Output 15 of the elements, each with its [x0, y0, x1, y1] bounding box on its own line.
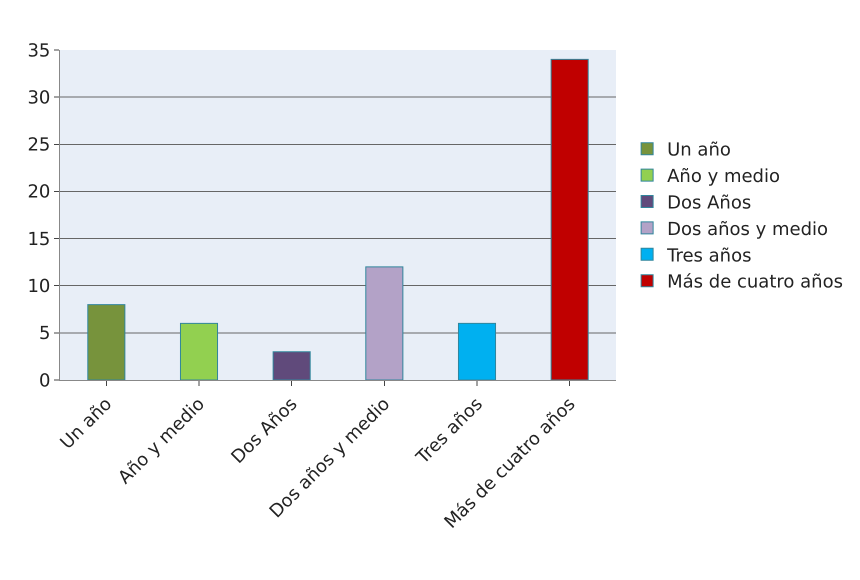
y-tick-label: 30: [27, 87, 50, 108]
y-tick-label: 10: [27, 276, 50, 298]
legend-label: Dos Años: [667, 192, 752, 214]
y-tick-label: 0: [38, 370, 50, 392]
y-tick-label: 20: [27, 182, 50, 203]
y-tick-label: 35: [27, 40, 50, 62]
legend-label: Dos años y medio: [667, 218, 828, 240]
legend-label: Más de cuatro años: [667, 272, 843, 293]
y-tick-label: 25: [27, 134, 50, 156]
legend-label: Un año: [667, 140, 731, 161]
legend-label: Año y medio: [667, 166, 780, 188]
y-tick-label: 5: [38, 323, 50, 344]
legend-label: Tres años: [666, 245, 752, 266]
y-tick-label: 15: [27, 228, 50, 250]
x-tick-label: Un año: [56, 394, 116, 454]
